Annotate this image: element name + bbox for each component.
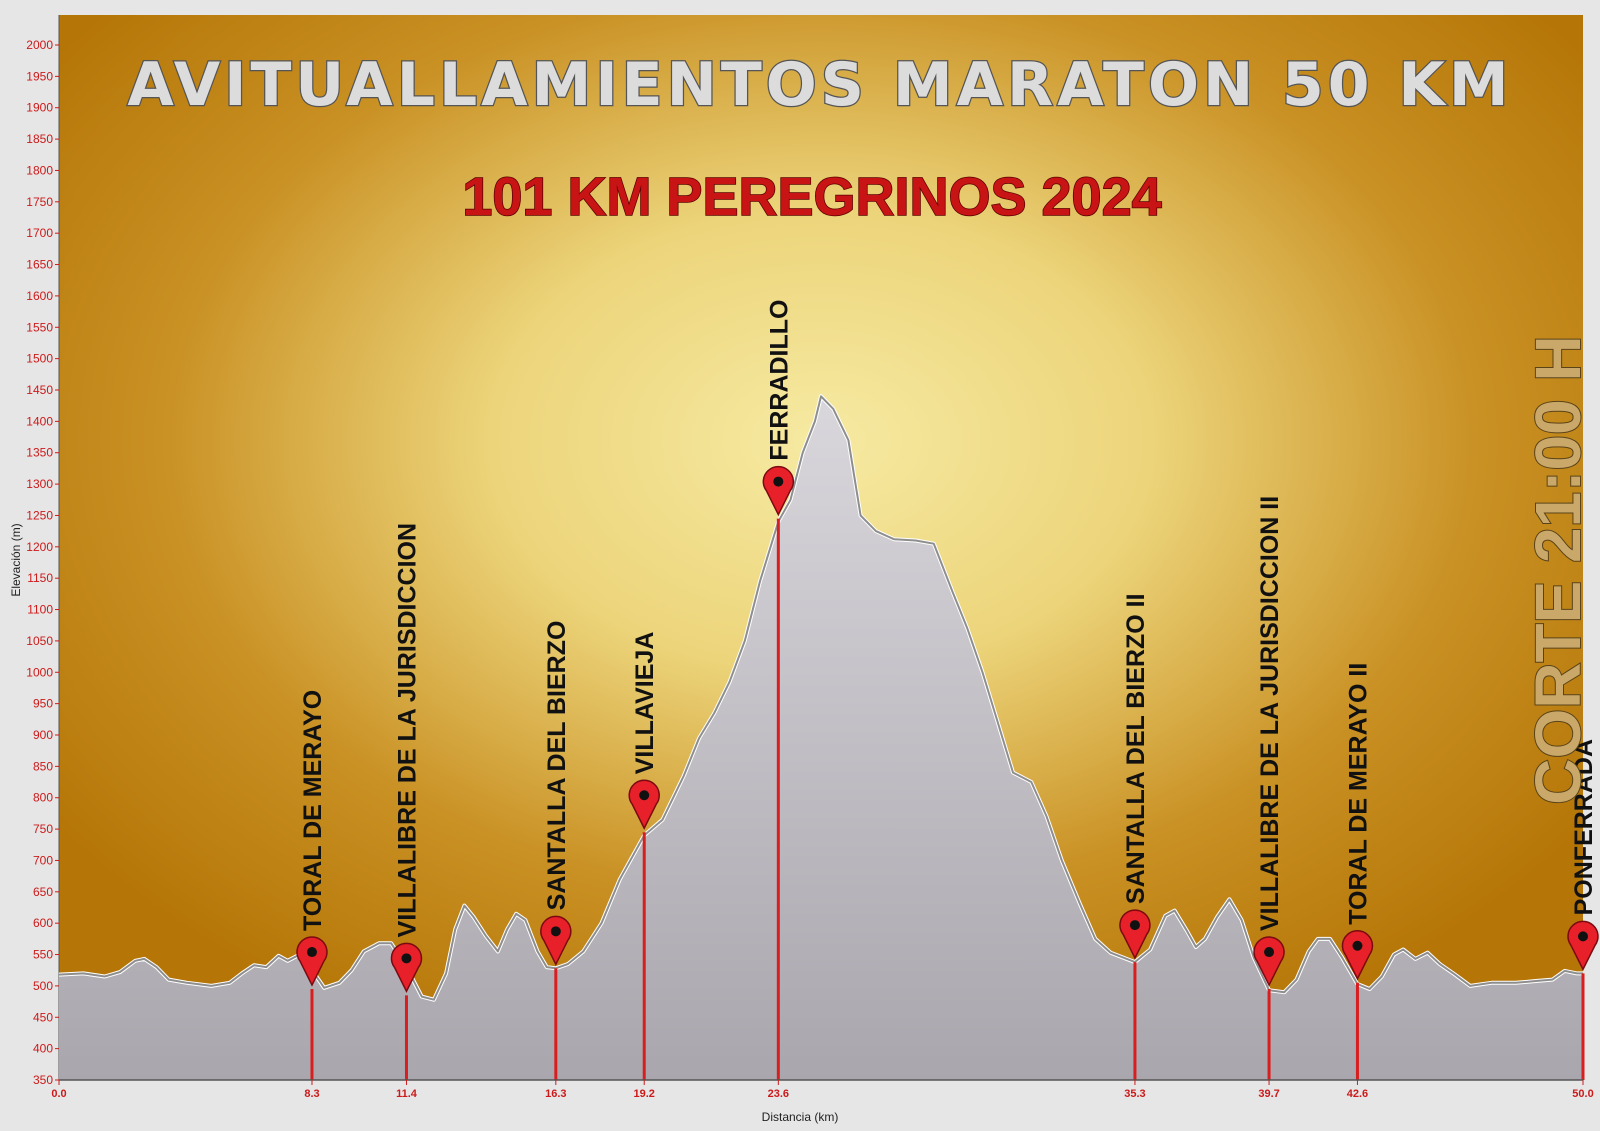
y-tick-label: 1150 bbox=[27, 571, 53, 585]
x-tick-label: 11.4 bbox=[396, 1088, 418, 1100]
pin-dot bbox=[401, 953, 412, 964]
station-marker: VILLAVIEJA bbox=[628, 632, 660, 1080]
pin-dot bbox=[306, 947, 317, 958]
y-tick-label: 500 bbox=[33, 979, 53, 993]
y-tick-label: 900 bbox=[33, 728, 53, 742]
y-tick-label: 600 bbox=[33, 916, 53, 930]
station-marker: TORAL DE MERAYO bbox=[296, 690, 328, 1080]
y-tick-label: 350 bbox=[33, 1073, 53, 1087]
station-marker: FERRADILLO bbox=[762, 299, 795, 1080]
y-tick-label: 1550 bbox=[26, 320, 53, 334]
pin-dot bbox=[1264, 947, 1275, 958]
x-tick-label: 0.0 bbox=[51, 1088, 66, 1100]
pin-dot bbox=[773, 476, 784, 487]
y-tick-label: 950 bbox=[33, 697, 53, 711]
elevation-line bbox=[58, 395, 1583, 1001]
x-tick-label: 39.7 bbox=[1258, 1088, 1279, 1100]
y-tick-label: 1600 bbox=[26, 289, 53, 303]
chart-subtitle: 101 KM PEREGRINOS 2024 bbox=[462, 167, 1161, 227]
y-tick-label: 450 bbox=[33, 1010, 53, 1024]
x-axis-label: Distancia (km) bbox=[762, 1110, 839, 1124]
cutoff-annotation: CORTE 21:00 H bbox=[1522, 335, 1594, 804]
station-label: VILLALIBRE DE LA JURISDICCION II bbox=[1256, 496, 1284, 931]
station-label: VILLALIBRE DE LA JURISDICCION bbox=[393, 523, 421, 937]
elevation-area bbox=[59, 396, 1583, 1080]
map-pin-icon bbox=[762, 465, 795, 517]
y-tick-label: 1100 bbox=[27, 603, 53, 617]
x-tick-label: 50.0 bbox=[1572, 1088, 1593, 1100]
x-tick-label: 23.6 bbox=[768, 1088, 789, 1100]
station-label: TORAL DE MERAYO bbox=[299, 690, 327, 931]
y-tick-label: 1900 bbox=[26, 101, 53, 115]
y-tick-label: 1200 bbox=[26, 540, 53, 554]
y-tick-label: 700 bbox=[33, 853, 53, 867]
station-label: VILLAVIEJA bbox=[631, 632, 659, 775]
station-marker: TORAL DE MERAYO II bbox=[1341, 663, 1374, 1080]
station-label: FERRADILLO bbox=[765, 299, 793, 460]
map-pin-icon bbox=[540, 915, 572, 967]
map-pin-icon bbox=[1567, 920, 1599, 972]
pin-dot bbox=[1578, 931, 1588, 942]
station-marker: VILLALIBRE DE LA JURISDICCION bbox=[390, 523, 423, 1080]
y-tick-label: 1000 bbox=[26, 665, 53, 679]
y-tick-label: 1700 bbox=[26, 226, 53, 240]
y-tick-label: 1850 bbox=[26, 132, 53, 146]
x-tick-label: 19.2 bbox=[634, 1088, 655, 1100]
y-tick-label: 550 bbox=[33, 948, 53, 962]
y-tick-label: 400 bbox=[33, 1042, 53, 1056]
profile-layer bbox=[58, 394, 1583, 1080]
y-tick-label: 1500 bbox=[26, 352, 53, 366]
pin-dot bbox=[1129, 920, 1140, 931]
y-tick-label: 650 bbox=[33, 885, 53, 899]
x-tick-label: 8.3 bbox=[304, 1088, 319, 1100]
map-pin-icon bbox=[1253, 936, 1285, 987]
station-label: SANTALLA DEL BIERZO bbox=[543, 621, 571, 911]
x-tick-label: 42.6 bbox=[1347, 1088, 1368, 1100]
y-tick-label: 2000 bbox=[26, 38, 53, 52]
station-label: SANTALLA DEL BIERZO II bbox=[1122, 593, 1150, 904]
y-tick-label: 850 bbox=[33, 759, 53, 773]
y-tick-label: 1300 bbox=[26, 477, 53, 491]
station-label: TORAL DE MERAYO II bbox=[1344, 663, 1372, 925]
y-tick-label: 1950 bbox=[26, 69, 53, 83]
map-pin-icon bbox=[390, 942, 423, 993]
station-marker: SANTALLA DEL BIERZO II bbox=[1119, 593, 1151, 1080]
y-tick-label: 1250 bbox=[26, 508, 53, 522]
map-pin-icon bbox=[1341, 930, 1374, 981]
y-axis-label: Elevación (m) bbox=[9, 523, 23, 596]
map-pin-icon bbox=[1119, 909, 1151, 960]
x-tick-label: 16.3 bbox=[545, 1088, 566, 1100]
y-tick-label: 1650 bbox=[26, 258, 53, 272]
x-axis: 0.0 8.3 11.4 16.3 19.2 23.6 35.3 39.7 42.6 50.0 bbox=[51, 1079, 1594, 1100]
chart-title: AVITUALLAMIENTOS MARATON 50 KM bbox=[127, 50, 1512, 120]
map-pin-icon bbox=[296, 936, 328, 987]
y-tick-label: 1050 bbox=[26, 634, 53, 648]
y-axis: 350 400 450 500 550 600 650 700 750 800 850 900 950 1… bbox=[26, 15, 60, 1087]
y-tick-label: 800 bbox=[33, 791, 53, 805]
station-marker: PONFERRADA bbox=[1567, 739, 1599, 1080]
pin-dot bbox=[550, 926, 561, 937]
y-tick-label: 1450 bbox=[26, 383, 53, 397]
y-tick-label: 1400 bbox=[26, 414, 53, 428]
station-marker: SANTALLA DEL BIERZO bbox=[540, 621, 572, 1080]
pin-dot bbox=[1352, 940, 1363, 951]
y-tick-label: 1800 bbox=[26, 163, 53, 177]
x-tick-label: 35.3 bbox=[1124, 1088, 1145, 1100]
station-marker: VILLALIBRE DE LA JURISDICCION II bbox=[1253, 496, 1285, 1080]
y-tick-label: 1750 bbox=[26, 195, 53, 209]
pin-dot bbox=[639, 790, 650, 801]
y-tick-label: 750 bbox=[33, 822, 53, 836]
y-tick-label: 1350 bbox=[26, 446, 53, 460]
station-label: PONFERRADA bbox=[1570, 739, 1598, 915]
map-pin-icon bbox=[628, 779, 660, 830]
stations-layer: TORAL DE MERAYO VILLALIBRE DE LA JURISDIC… bbox=[296, 299, 1599, 1080]
